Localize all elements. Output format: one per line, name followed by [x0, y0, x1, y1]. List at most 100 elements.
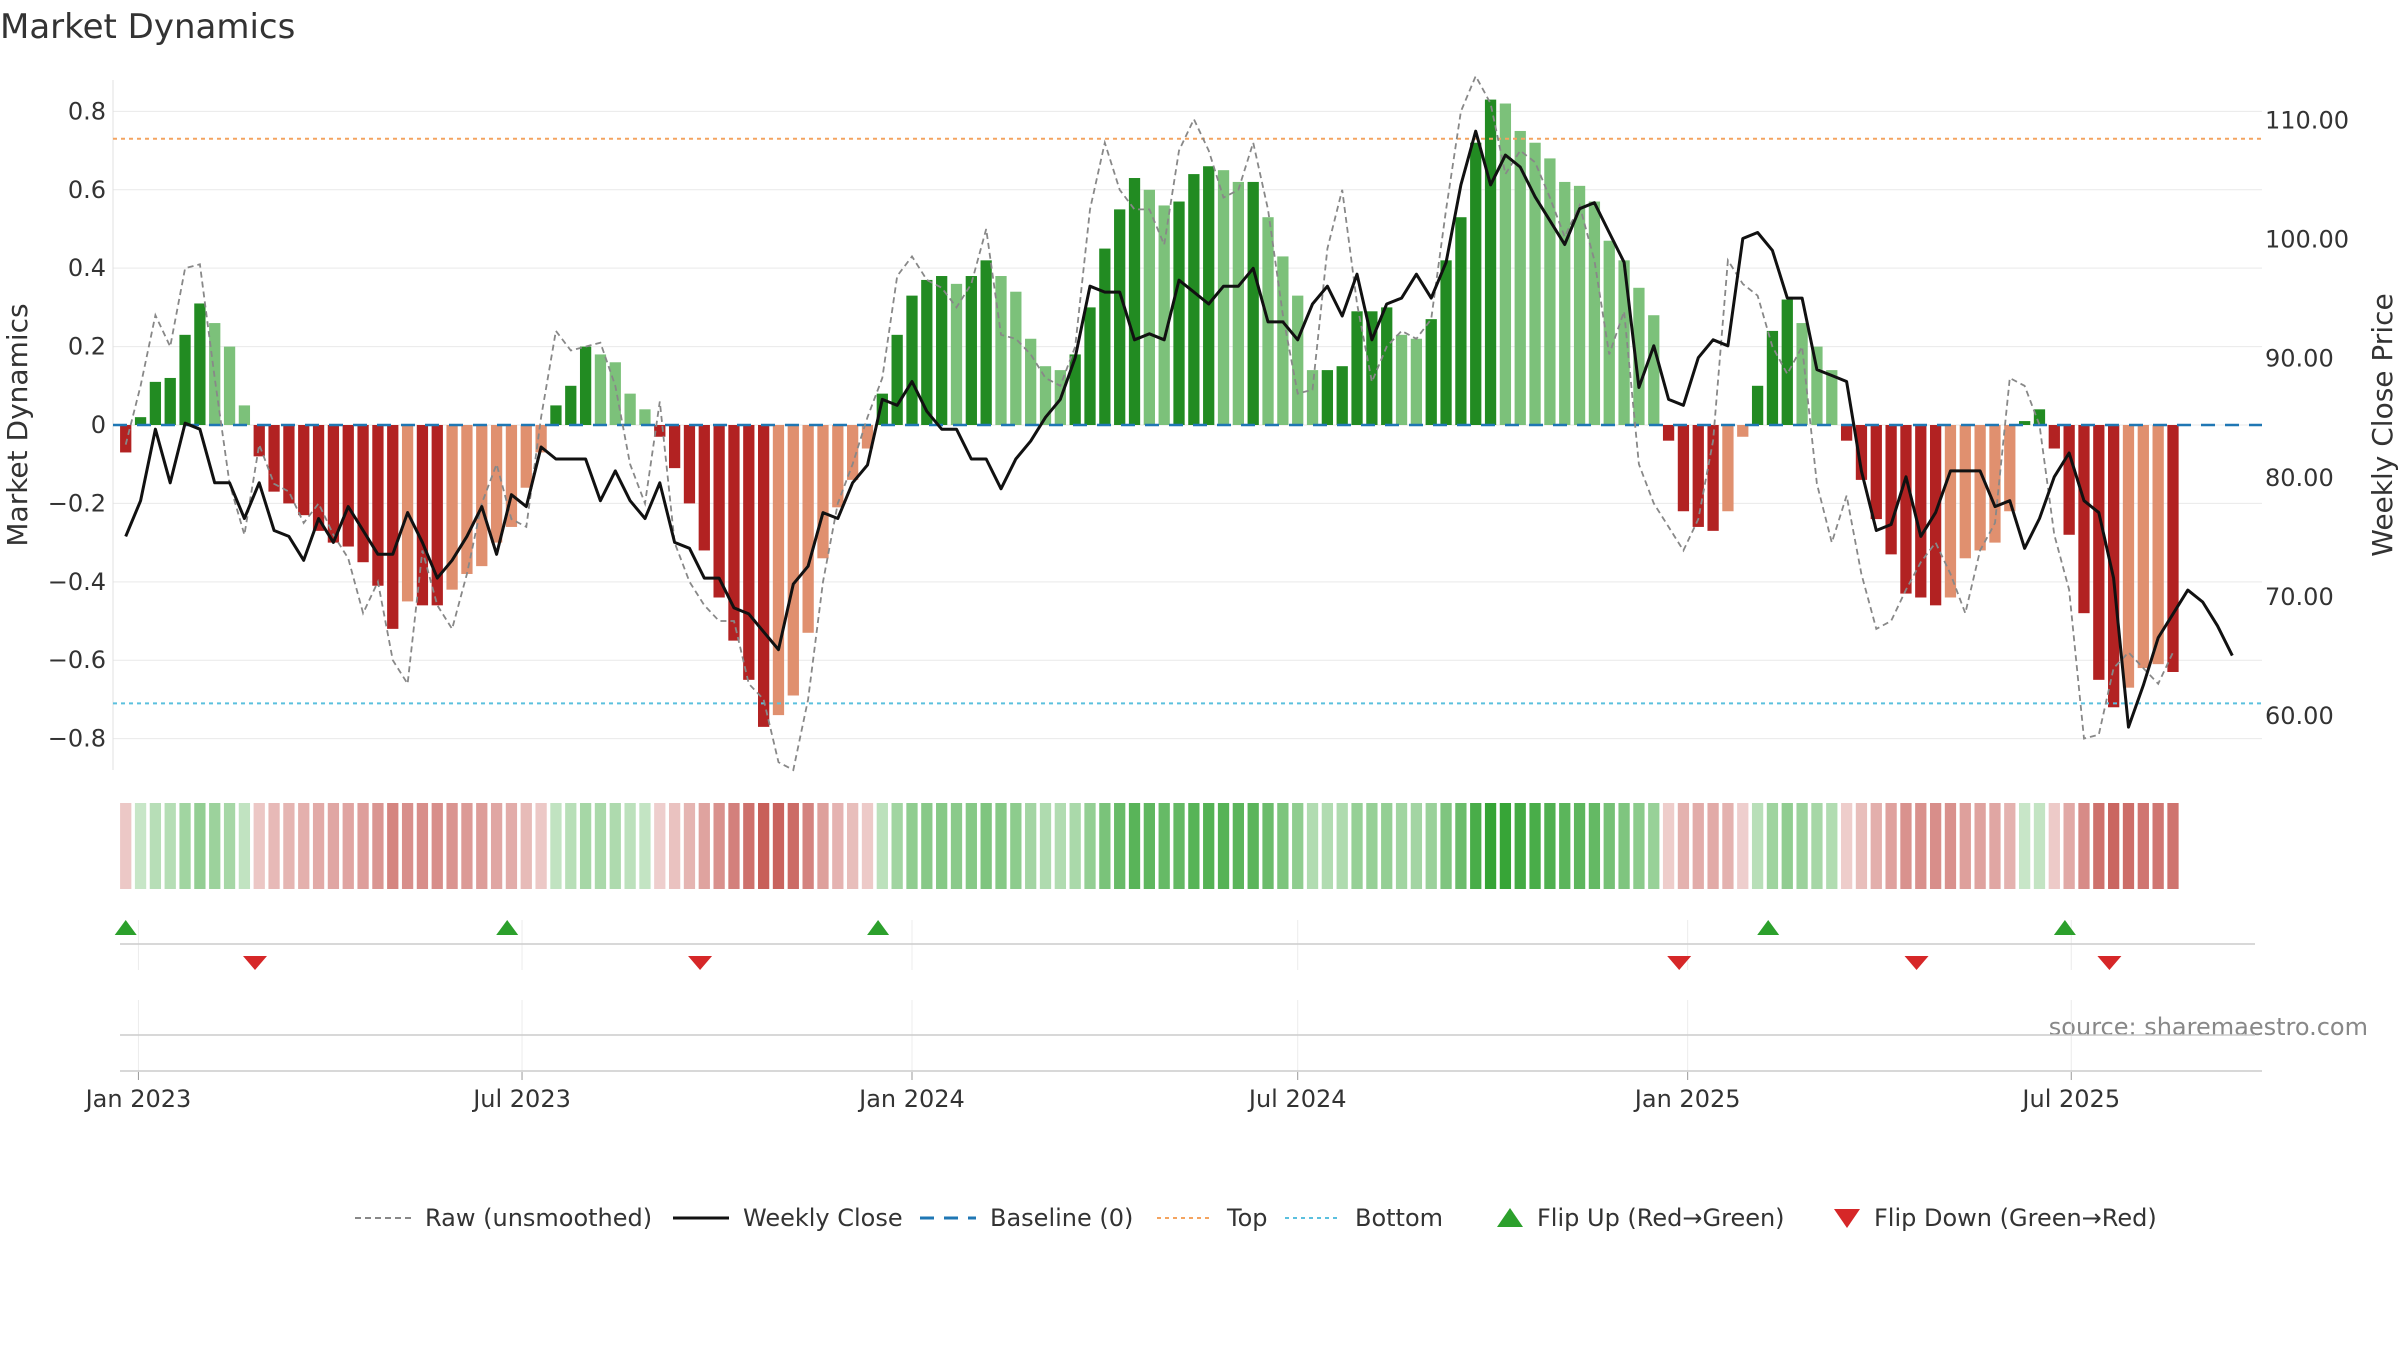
- momentum-bar: [936, 276, 948, 425]
- momentum-bar: [1974, 425, 1986, 551]
- flip-down-marker: [2097, 956, 2122, 970]
- heat-cell: [772, 803, 785, 889]
- heat-cell: [1603, 803, 1615, 889]
- heat-cell: [1262, 803, 1274, 889]
- heat-cell: [1870, 803, 1882, 889]
- heat-cell: [342, 803, 354, 889]
- heat-cell: [312, 803, 325, 889]
- heat-cell: [1054, 803, 1066, 889]
- momentum-bar: [1900, 425, 1912, 594]
- momentum-bar: [1351, 311, 1363, 425]
- heat-cell: [891, 803, 903, 889]
- heat-cell: [520, 803, 532, 889]
- x-tick-label: Jan 2023: [84, 1085, 192, 1113]
- heat-cell: [1351, 803, 1363, 889]
- momentum-bar: [2004, 425, 2016, 512]
- heat-cell: [1470, 803, 1482, 889]
- heat-cell: [1381, 803, 1393, 889]
- heat-cell: [1811, 803, 1823, 889]
- momentum-bar: [1039, 366, 1052, 425]
- momentum-heat-strip: [120, 803, 2179, 889]
- heat-cell: [1796, 803, 1808, 889]
- momentum-bar: [1366, 311, 1378, 425]
- legend: Raw (unsmoothed) Weekly Close Baseline (0)…: [355, 1204, 2157, 1232]
- momentum-bar: [1573, 185, 1586, 425]
- heat-cell: [149, 803, 162, 889]
- momentum-bar: [416, 425, 429, 606]
- momentum-bar: [1114, 209, 1126, 425]
- momentum-bar: [728, 425, 740, 641]
- legend-label: Weekly Close: [743, 1204, 903, 1232]
- heat-cell: [683, 803, 696, 889]
- chart-title: Market Dynamics: [0, 7, 295, 47]
- heat-cell: [461, 803, 473, 889]
- momentum-bar: [1410, 338, 1423, 425]
- heat-cell: [936, 803, 948, 889]
- momentum-bar: [1870, 425, 1882, 520]
- momentum-bar: [342, 425, 354, 547]
- heat-cell: [698, 803, 710, 889]
- legend-label: Raw (unsmoothed): [425, 1204, 652, 1232]
- heat-cell: [1855, 803, 1868, 889]
- heat-cell: [624, 803, 636, 889]
- momentum-bar: [1915, 425, 1927, 598]
- momentum-bar: [579, 346, 592, 425]
- right-tick-label: 90.00: [2265, 345, 2334, 373]
- heat-cell: [1751, 803, 1764, 889]
- heat-cell: [1366, 803, 1378, 889]
- left-tick-label: 0.4: [68, 254, 106, 282]
- momentum-bar: [179, 334, 191, 425]
- heat-cell: [2048, 803, 2060, 889]
- heat-cell: [1840, 803, 1853, 889]
- heat-cell: [1633, 803, 1645, 889]
- axis-labels: 0.8 0.6 0.4 0.2 0 −0.2 −0.4 −0.6 −0.8 110.00 100.0…: [48, 97, 2349, 1113]
- heat-cell: [1959, 803, 1971, 889]
- heat-cell: [1188, 803, 1200, 889]
- heat-cell: [965, 803, 977, 889]
- heat-cell: [1915, 803, 1927, 889]
- heat-cell: [1395, 803, 1408, 889]
- momentum-bar: [1692, 425, 1704, 527]
- momentum-bar: [283, 425, 295, 504]
- flip-down-marker: [1904, 956, 1929, 970]
- momentum-bar: [520, 425, 532, 488]
- momentum-bar: [2078, 425, 2090, 614]
- momentum-bar: [164, 377, 176, 425]
- heat-cell: [550, 803, 562, 889]
- momentum-bar: [1603, 240, 1615, 425]
- flip-markers: [114, 920, 2262, 1072]
- heat-cell: [1648, 803, 1660, 889]
- heat-cell: [1069, 803, 1081, 889]
- momentum-bar: [1989, 425, 2001, 543]
- momentum-bar: [757, 425, 770, 727]
- heat-cell: [861, 803, 874, 889]
- momentum-bar: [298, 425, 310, 516]
- momentum-bar: [505, 425, 518, 527]
- momentum-bar: [2093, 425, 2105, 680]
- heat-cell: [1514, 803, 1526, 889]
- momentum-bar: [1826, 370, 1838, 425]
- heat-cell: [1099, 803, 1111, 889]
- heat-cell: [1766, 803, 1779, 889]
- heat-cell: [134, 803, 147, 889]
- heat-cell: [743, 803, 755, 889]
- heat-cell: [1455, 803, 1467, 889]
- momentum-bar: [268, 425, 280, 492]
- momentum-bar: [357, 425, 369, 563]
- heat-cell: [2078, 803, 2090, 889]
- momentum-bar: [698, 425, 710, 551]
- heat-cell: [120, 803, 132, 889]
- heat-cell: [565, 803, 577, 889]
- flip-down-marker: [242, 956, 267, 970]
- momentum-bar: [594, 354, 607, 425]
- momentum-bar: [431, 425, 443, 606]
- momentum-bar: [446, 425, 458, 590]
- momentum-bar: [1203, 166, 1215, 425]
- heat-cell: [1203, 803, 1215, 889]
- heat-cell: [1588, 803, 1601, 889]
- momentum-bar: [1737, 425, 1749, 437]
- flip-up-marker: [867, 920, 890, 935]
- momentum-bar: [1944, 425, 1957, 598]
- momentum-bar: [134, 417, 147, 425]
- heat-cell: [1084, 803, 1096, 889]
